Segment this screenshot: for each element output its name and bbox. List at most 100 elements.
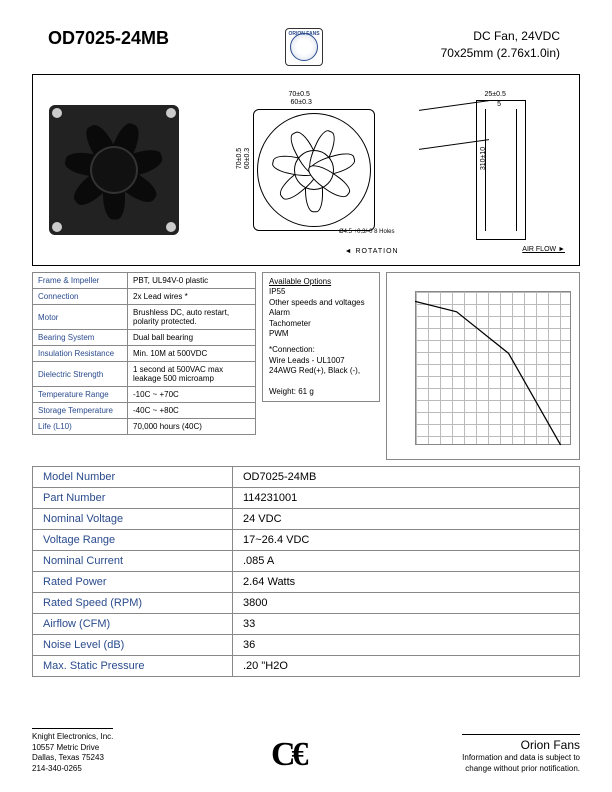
table-row: Nominal Voltage24 VDC xyxy=(33,509,580,530)
dim-width-outer: 70±0.5 xyxy=(289,91,310,98)
spec-value: 114231001 xyxy=(233,488,580,509)
table-row: Model NumberOD7025-24MB xyxy=(33,467,580,488)
spec-label: Rated Power xyxy=(33,572,233,593)
header: OD7025-24MB DC Fan, 24VDC 70x25mm (2.76x… xyxy=(32,28,580,66)
options-heading: Available Options xyxy=(269,277,373,287)
table-row: Temperature Range-10C ~ +70C xyxy=(33,387,256,403)
spec-label: Dielectric Strength xyxy=(33,362,128,387)
holes-note: Ø4.5 +0.3/-0 8 Holes xyxy=(339,229,395,235)
dim-lead-gap: 5 xyxy=(497,101,501,108)
footer-right: Orion Fans Information and data is subje… xyxy=(462,734,580,774)
brand-name: Orion Fans xyxy=(462,738,580,754)
connection-awg: 24AWG Red(+), Black (-), xyxy=(269,366,373,376)
table-row: Rated Power2.64 Watts xyxy=(33,572,580,593)
dim-height-outer: 70±0.5 xyxy=(236,148,243,169)
spec-label: Frame & Impeller xyxy=(33,273,128,289)
spec-label: Connection xyxy=(33,289,128,305)
spec-label: Rated Speed (RPM) xyxy=(33,593,233,614)
table-row: Connection2x Lead wires * xyxy=(33,289,256,305)
dim-width-inner: 60±0.3 xyxy=(291,99,312,106)
spec-label: Max. Static Pressure xyxy=(33,656,233,677)
spec-label: Bearing System xyxy=(33,330,128,346)
company-line: 214-340-0265 xyxy=(32,764,113,774)
spec-value: .085 A xyxy=(233,551,580,572)
company-line: Dallas, Texas 75243 xyxy=(32,753,113,763)
spec-value: Dual ball bearing xyxy=(128,330,256,346)
table-row: Nominal Current.085 A xyxy=(33,551,580,572)
company-line: Knight Electronics, Inc. xyxy=(32,732,113,742)
company-info: Knight Electronics, Inc.10557 Metric Dri… xyxy=(32,728,113,774)
spec-value: -10C ~ +70C xyxy=(128,387,256,403)
spec-label: Storage Temperature xyxy=(33,403,128,419)
table-row: Life (L10)70,000 hours (40C) xyxy=(33,419,256,435)
dim-depth: 25±0.5 xyxy=(485,91,506,98)
table-row: Insulation ResistanceMin. 10M at 500VDC xyxy=(33,346,256,362)
spec-value: 3800 xyxy=(233,593,580,614)
fan-size: 70x25mm (2.76x1.0in) xyxy=(339,45,560,62)
option-item: Other speeds and voltages xyxy=(269,298,373,308)
table-row: Frame & ImpellerPBT, UL94V-0 plastic xyxy=(33,273,256,289)
fan-photo xyxy=(49,105,179,235)
disclaimer-1: Information and data is subject to xyxy=(462,753,580,763)
spec-label: Airflow (CFM) xyxy=(33,614,233,635)
spec-value: PBT, UL94V-0 plastic xyxy=(128,273,256,289)
connection-label: *Connection: xyxy=(269,345,373,355)
option-item: IP55 xyxy=(269,287,373,297)
ce-mark-icon: C€ xyxy=(113,736,462,774)
spec-value: -40C ~ +80C xyxy=(128,403,256,419)
model-title: OD7025-24MB xyxy=(32,28,269,49)
side-view: 25±0.5 xyxy=(476,100,526,240)
table-row: Rated Speed (RPM)3800 xyxy=(33,593,580,614)
spec-value: 1 second at 500VAC max leakage 500 micro… xyxy=(128,362,256,387)
table-row: Airflow (CFM)33 xyxy=(33,614,580,635)
option-item: Tachometer xyxy=(269,319,373,329)
table-row: Part Number114231001 xyxy=(33,488,580,509)
fan-type: DC Fan, 24VDC xyxy=(339,28,560,45)
table-row: Max. Static Pressure.20 "H2O xyxy=(33,656,580,677)
table-row: Noise Level (dB)36 xyxy=(33,635,580,656)
orion-logo-icon xyxy=(285,28,323,66)
chart-grid xyxy=(415,291,571,445)
spec-label: Temperature Range xyxy=(33,387,128,403)
connection-wire: Wire Leads - UL1007 xyxy=(269,356,373,366)
front-view: 70±0.5 60±0.3 70±0.5 60±0.3 Ø4.5 +0.3/-0… xyxy=(239,95,389,245)
table-row: MotorBrushless DC, auto restart, polarit… xyxy=(33,305,256,330)
option-item: PWM xyxy=(269,329,373,339)
spec-label: Part Number xyxy=(33,488,233,509)
spec-value: Brushless DC, auto restart, polarity pro… xyxy=(128,305,256,330)
table-row: Bearing SystemDual ball bearing xyxy=(33,330,256,346)
spec-label: Voltage Range xyxy=(33,530,233,551)
spec-value: Min. 10M at 500VDC xyxy=(128,346,256,362)
construction-table: Frame & ImpellerPBT, UL94V-0 plasticConn… xyxy=(32,272,256,435)
spec-label: Motor xyxy=(33,305,128,330)
diagram-panel: 70±0.5 60±0.3 70±0.5 60±0.3 Ø4.5 +0.3/-0… xyxy=(32,74,580,266)
spec-label: Model Number xyxy=(33,467,233,488)
spec-value: 2x Lead wires * xyxy=(128,289,256,305)
option-item: Alarm xyxy=(269,308,373,318)
technical-drawing: 70±0.5 60±0.3 70±0.5 60±0.3 Ø4.5 +0.3/-0… xyxy=(195,85,569,255)
main-specs-table: Model NumberOD7025-24MBPart Number114231… xyxy=(32,466,580,677)
performance-chart xyxy=(386,272,580,460)
spec-value: 33 xyxy=(233,614,580,635)
spec-label: Insulation Resistance xyxy=(33,346,128,362)
table-row: Voltage Range17~26.4 VDC xyxy=(33,530,580,551)
header-subtitle: DC Fan, 24VDC 70x25mm (2.76x1.0in) xyxy=(339,28,580,62)
rotation-label: ◄ ROTATION xyxy=(345,248,399,255)
table-row: Storage Temperature-40C ~ +80C xyxy=(33,403,256,419)
spec-value: 17~26.4 VDC xyxy=(233,530,580,551)
airflow-label: AIR FLOW ► xyxy=(522,246,565,253)
spec-value: .20 "H2O xyxy=(233,656,580,677)
spec-value: 24 VDC xyxy=(233,509,580,530)
mid-section: Frame & ImpellerPBT, UL94V-0 plasticConn… xyxy=(32,272,580,460)
spec-value: 70,000 hours (40C) xyxy=(128,419,256,435)
table-row: Dielectric Strength1 second at 500VAC ma… xyxy=(33,362,256,387)
weight-label: Weight: 61 g xyxy=(269,387,373,397)
spec-label: Nominal Voltage xyxy=(33,509,233,530)
spec-value: OD7025-24MB xyxy=(233,467,580,488)
disclaimer-2: change without prior notification. xyxy=(462,764,580,774)
spec-label: Life (L10) xyxy=(33,419,128,435)
company-line: 10557 Metric Drive xyxy=(32,743,113,753)
options-panel: Available Options IP55Other speeds and v… xyxy=(262,272,380,402)
dim-height-inner: 60±0.3 xyxy=(244,148,251,169)
footer: Knight Electronics, Inc.10557 Metric Dri… xyxy=(32,728,580,774)
